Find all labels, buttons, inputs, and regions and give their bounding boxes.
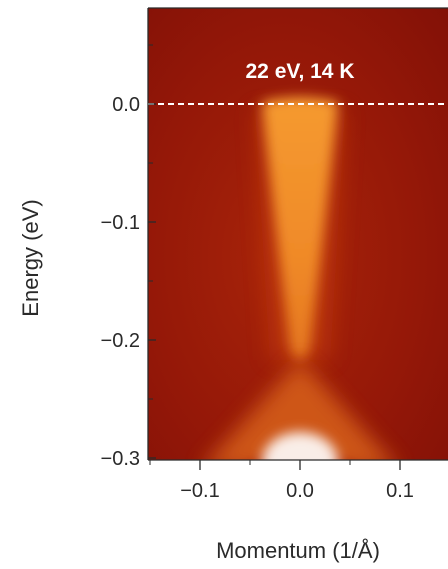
- x-tick-label: 0.0: [286, 480, 314, 502]
- heatmap-image: [148, 8, 448, 460]
- measurement-annotation: 22 eV, 14 K: [246, 60, 355, 83]
- upper-dispersion-band: [262, 97, 338, 362]
- y-tick-label: −0.2: [101, 330, 140, 352]
- x-axis-title: Momentum (1/Å): [216, 538, 380, 563]
- x-tick-label: 0.1: [386, 480, 414, 502]
- y-tick-label: −0.3: [101, 448, 140, 470]
- y-tick-label: −0.1: [101, 212, 140, 234]
- y-axis-ticks: 0.0 −0.1 −0.2 −0.3: [101, 94, 156, 470]
- bright-spot: [180, 358, 420, 460]
- x-axis-minor-ticks: [149, 460, 351, 465]
- y-axis-minor-ticks: [148, 44, 153, 400]
- x-tick-label: −0.1: [180, 480, 219, 502]
- y-tick-label: 0.0: [112, 94, 140, 116]
- x-axis-ticks: −0.1 0.0 0.1: [180, 460, 414, 502]
- y-axis-title: Energy (eV): [18, 199, 43, 316]
